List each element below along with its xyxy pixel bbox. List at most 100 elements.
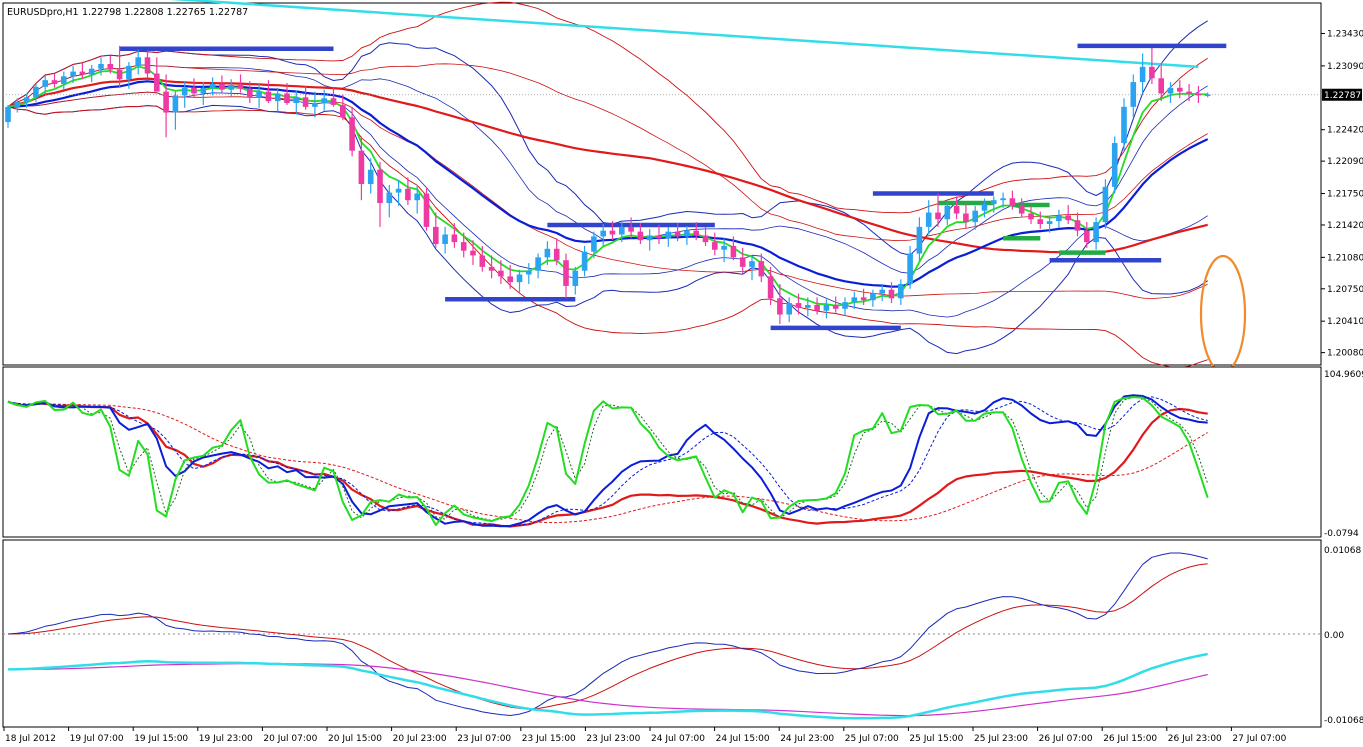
candle-body <box>702 235 709 243</box>
candle-body <box>1000 198 1006 201</box>
time-tick-label: 25 Jul 07:00 <box>845 734 899 744</box>
candle-body <box>14 102 21 107</box>
candle-body <box>535 257 541 271</box>
chart-header-ohlc: 1.22798 1.22808 1.22765 1.22787 <box>82 7 248 18</box>
time-tick-label: 23 Jul 23:00 <box>586 734 640 744</box>
time-tick-label: 26 Jul 23:00 <box>1168 734 1222 744</box>
candle-body <box>1037 219 1044 225</box>
candle-body <box>377 169 383 204</box>
chart-header-symbol: EURUSDpro,H1 <box>7 7 79 18</box>
macd-axis-min: -0.01068 <box>1324 716 1363 726</box>
candle-body <box>1204 94 1211 96</box>
candle-body <box>293 97 300 104</box>
candle-body <box>684 230 690 237</box>
candle-body <box>154 73 160 92</box>
envelope-inner-lower-line <box>8 91 1208 300</box>
candle-body <box>581 251 588 271</box>
mid-stochastic-line <box>7 394 1208 528</box>
candle-body <box>433 226 439 245</box>
candle-body <box>451 234 458 243</box>
candle-body <box>674 231 681 237</box>
time-tick-label: 24 Jul 15:00 <box>716 734 770 744</box>
time-tick-label: 25 Jul 15:00 <box>909 734 963 744</box>
macd-axis-max: 0.01068 <box>1324 546 1361 556</box>
candle-body <box>88 68 95 75</box>
candle-body <box>1158 78 1164 94</box>
time-tick-label: 20 Jul 15:00 <box>328 734 382 744</box>
time-tick-label: 19 Jul 15:00 <box>134 734 188 744</box>
macd-panel: 0.01068 0.00 -0.01068 <box>2 539 1363 728</box>
candle-body <box>312 103 318 107</box>
candle-body <box>1009 198 1016 206</box>
candle-body <box>265 91 272 102</box>
candle-body <box>963 213 969 223</box>
candle-body <box>98 63 104 69</box>
stochastic-lines <box>7 394 1209 528</box>
candle-body <box>423 193 430 227</box>
candle-body <box>135 57 141 66</box>
candle-body <box>591 236 597 252</box>
time-tick-label: 23 Jul 15:00 <box>522 734 576 744</box>
candle-body <box>1139 66 1146 83</box>
candle-body <box>981 204 988 211</box>
candle-body <box>991 200 997 205</box>
stochastic-axis-min: -0.0794 <box>1324 529 1359 539</box>
candle-body <box>656 235 662 239</box>
bollinger-lower-line <box>7 104 1208 355</box>
candle-body <box>1065 215 1071 221</box>
candle-body <box>405 188 411 201</box>
candle-body <box>200 87 207 94</box>
candle-body <box>330 98 337 105</box>
price-tick-label: 1.21750 <box>1327 190 1363 200</box>
slow-stochastic-signal-line <box>7 401 1208 524</box>
long-macd-main-line <box>7 652 1208 720</box>
candle-body <box>1046 221 1053 225</box>
candle-body <box>563 260 569 286</box>
time-tick-label: 25 Jul 23:00 <box>974 734 1028 744</box>
macd-signal-line <box>7 563 1208 710</box>
candle-body <box>228 84 234 90</box>
candle-body <box>609 230 616 235</box>
candle-body <box>1195 93 1202 96</box>
candle-body <box>284 93 290 104</box>
candle-body <box>916 226 923 254</box>
time-tick-label: 19 Jul 07:00 <box>70 734 124 744</box>
stochastic-panel-frame <box>2 366 1322 538</box>
candle-body <box>693 230 699 236</box>
candle-body <box>79 71 86 75</box>
candle-body <box>23 97 30 103</box>
macd-main-line <box>7 552 1208 716</box>
time-tick-label: 18 Jul 2012 <box>5 734 56 744</box>
candle-body <box>1056 215 1062 222</box>
macd-lines <box>7 552 1208 720</box>
candle-body <box>395 188 402 193</box>
candle-body <box>442 234 448 245</box>
candle-body <box>367 169 374 184</box>
price-tick-label: 1.23430 <box>1327 29 1363 39</box>
price-tick-label: 1.20750 <box>1327 285 1363 295</box>
candle-body <box>302 97 309 107</box>
candle-body <box>842 302 848 309</box>
price-tick-label: 1.22420 <box>1327 126 1363 136</box>
stochastic-panel: 104.9609 -0.0794 <box>2 366 1363 539</box>
price-tick-label: 1.21080 <box>1327 253 1363 263</box>
candlesticks <box>5 45 1211 325</box>
candle-body <box>386 192 393 204</box>
candle-body <box>907 253 913 285</box>
main-price-panel: EURUSDpro,H1 1.22798 1.22808 1.22765 1.2… <box>2 0 1363 374</box>
candle-body <box>786 303 792 315</box>
candle-body <box>935 212 941 220</box>
candle-body <box>898 284 904 299</box>
envelope-inner-upper-line <box>7 63 1208 242</box>
candle-body <box>953 205 960 214</box>
candle-body <box>870 293 876 301</box>
slow-stochastic-line <box>7 400 1208 528</box>
candle-body <box>107 63 114 70</box>
price-tick-label: 1.22090 <box>1327 157 1363 167</box>
price-tick-label: 1.21420 <box>1327 221 1363 231</box>
candle-body <box>414 193 420 201</box>
macd-axis-zero: 0.00 <box>1324 631 1344 641</box>
candle-body <box>116 69 123 80</box>
candle-body <box>70 71 76 77</box>
candle-body <box>767 276 774 299</box>
